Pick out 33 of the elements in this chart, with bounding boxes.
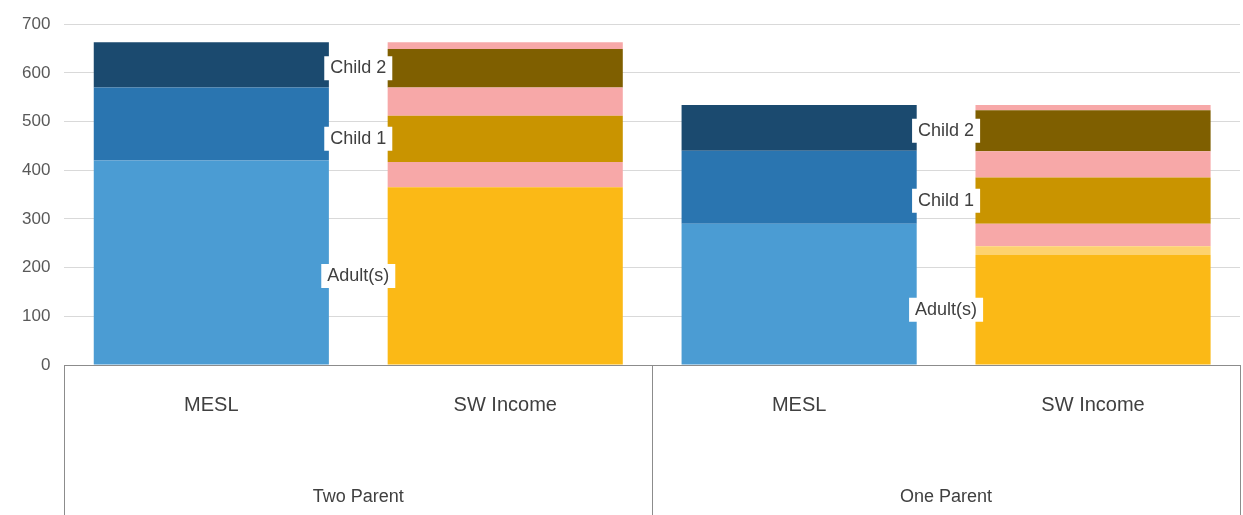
x-tick-label: SW Income xyxy=(1041,392,1145,415)
bar xyxy=(93,160,329,365)
y-tick-label: 300 xyxy=(21,208,51,228)
y-tick-label: 400 xyxy=(21,159,51,179)
bar xyxy=(975,105,1211,111)
bar xyxy=(387,187,623,365)
bar xyxy=(387,87,623,116)
bar xyxy=(975,254,1211,365)
x-tick-label: MESL xyxy=(771,392,827,415)
y-tick-label: 600 xyxy=(21,62,51,82)
y-tick-label: 200 xyxy=(21,257,51,277)
y-tick-label: 0 xyxy=(40,354,51,374)
text: Two Parent xyxy=(312,485,404,506)
annotation: Child 1 xyxy=(918,189,975,210)
bar xyxy=(387,161,623,188)
bar xyxy=(681,150,917,224)
bar xyxy=(387,42,623,50)
bar xyxy=(681,223,917,365)
x-tick-label: MESL xyxy=(184,392,239,415)
bar xyxy=(975,223,1211,247)
y-tick-label: 700 xyxy=(21,13,51,33)
x-tick-label: SW Income xyxy=(453,392,557,415)
y-tick-label: 500 xyxy=(21,111,51,131)
annotation: Adult(s) xyxy=(915,298,978,319)
bar xyxy=(975,151,1211,178)
annotation: Child 2 xyxy=(330,57,387,78)
annotation: Child 2 xyxy=(918,119,975,140)
annotation: Child 1 xyxy=(330,127,387,148)
bar xyxy=(93,87,329,161)
y-tick-label: 100 xyxy=(21,306,51,325)
bar xyxy=(975,246,1211,255)
annotation: Adult(s) xyxy=(327,264,390,285)
text: One Parent xyxy=(900,485,993,506)
